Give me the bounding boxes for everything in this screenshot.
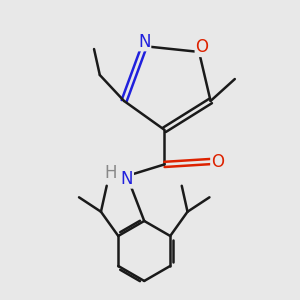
Text: H: H — [104, 164, 117, 182]
Text: N: N — [121, 170, 133, 188]
Text: O: O — [211, 152, 224, 170]
Text: O: O — [195, 38, 208, 56]
Text: N: N — [138, 32, 151, 50]
